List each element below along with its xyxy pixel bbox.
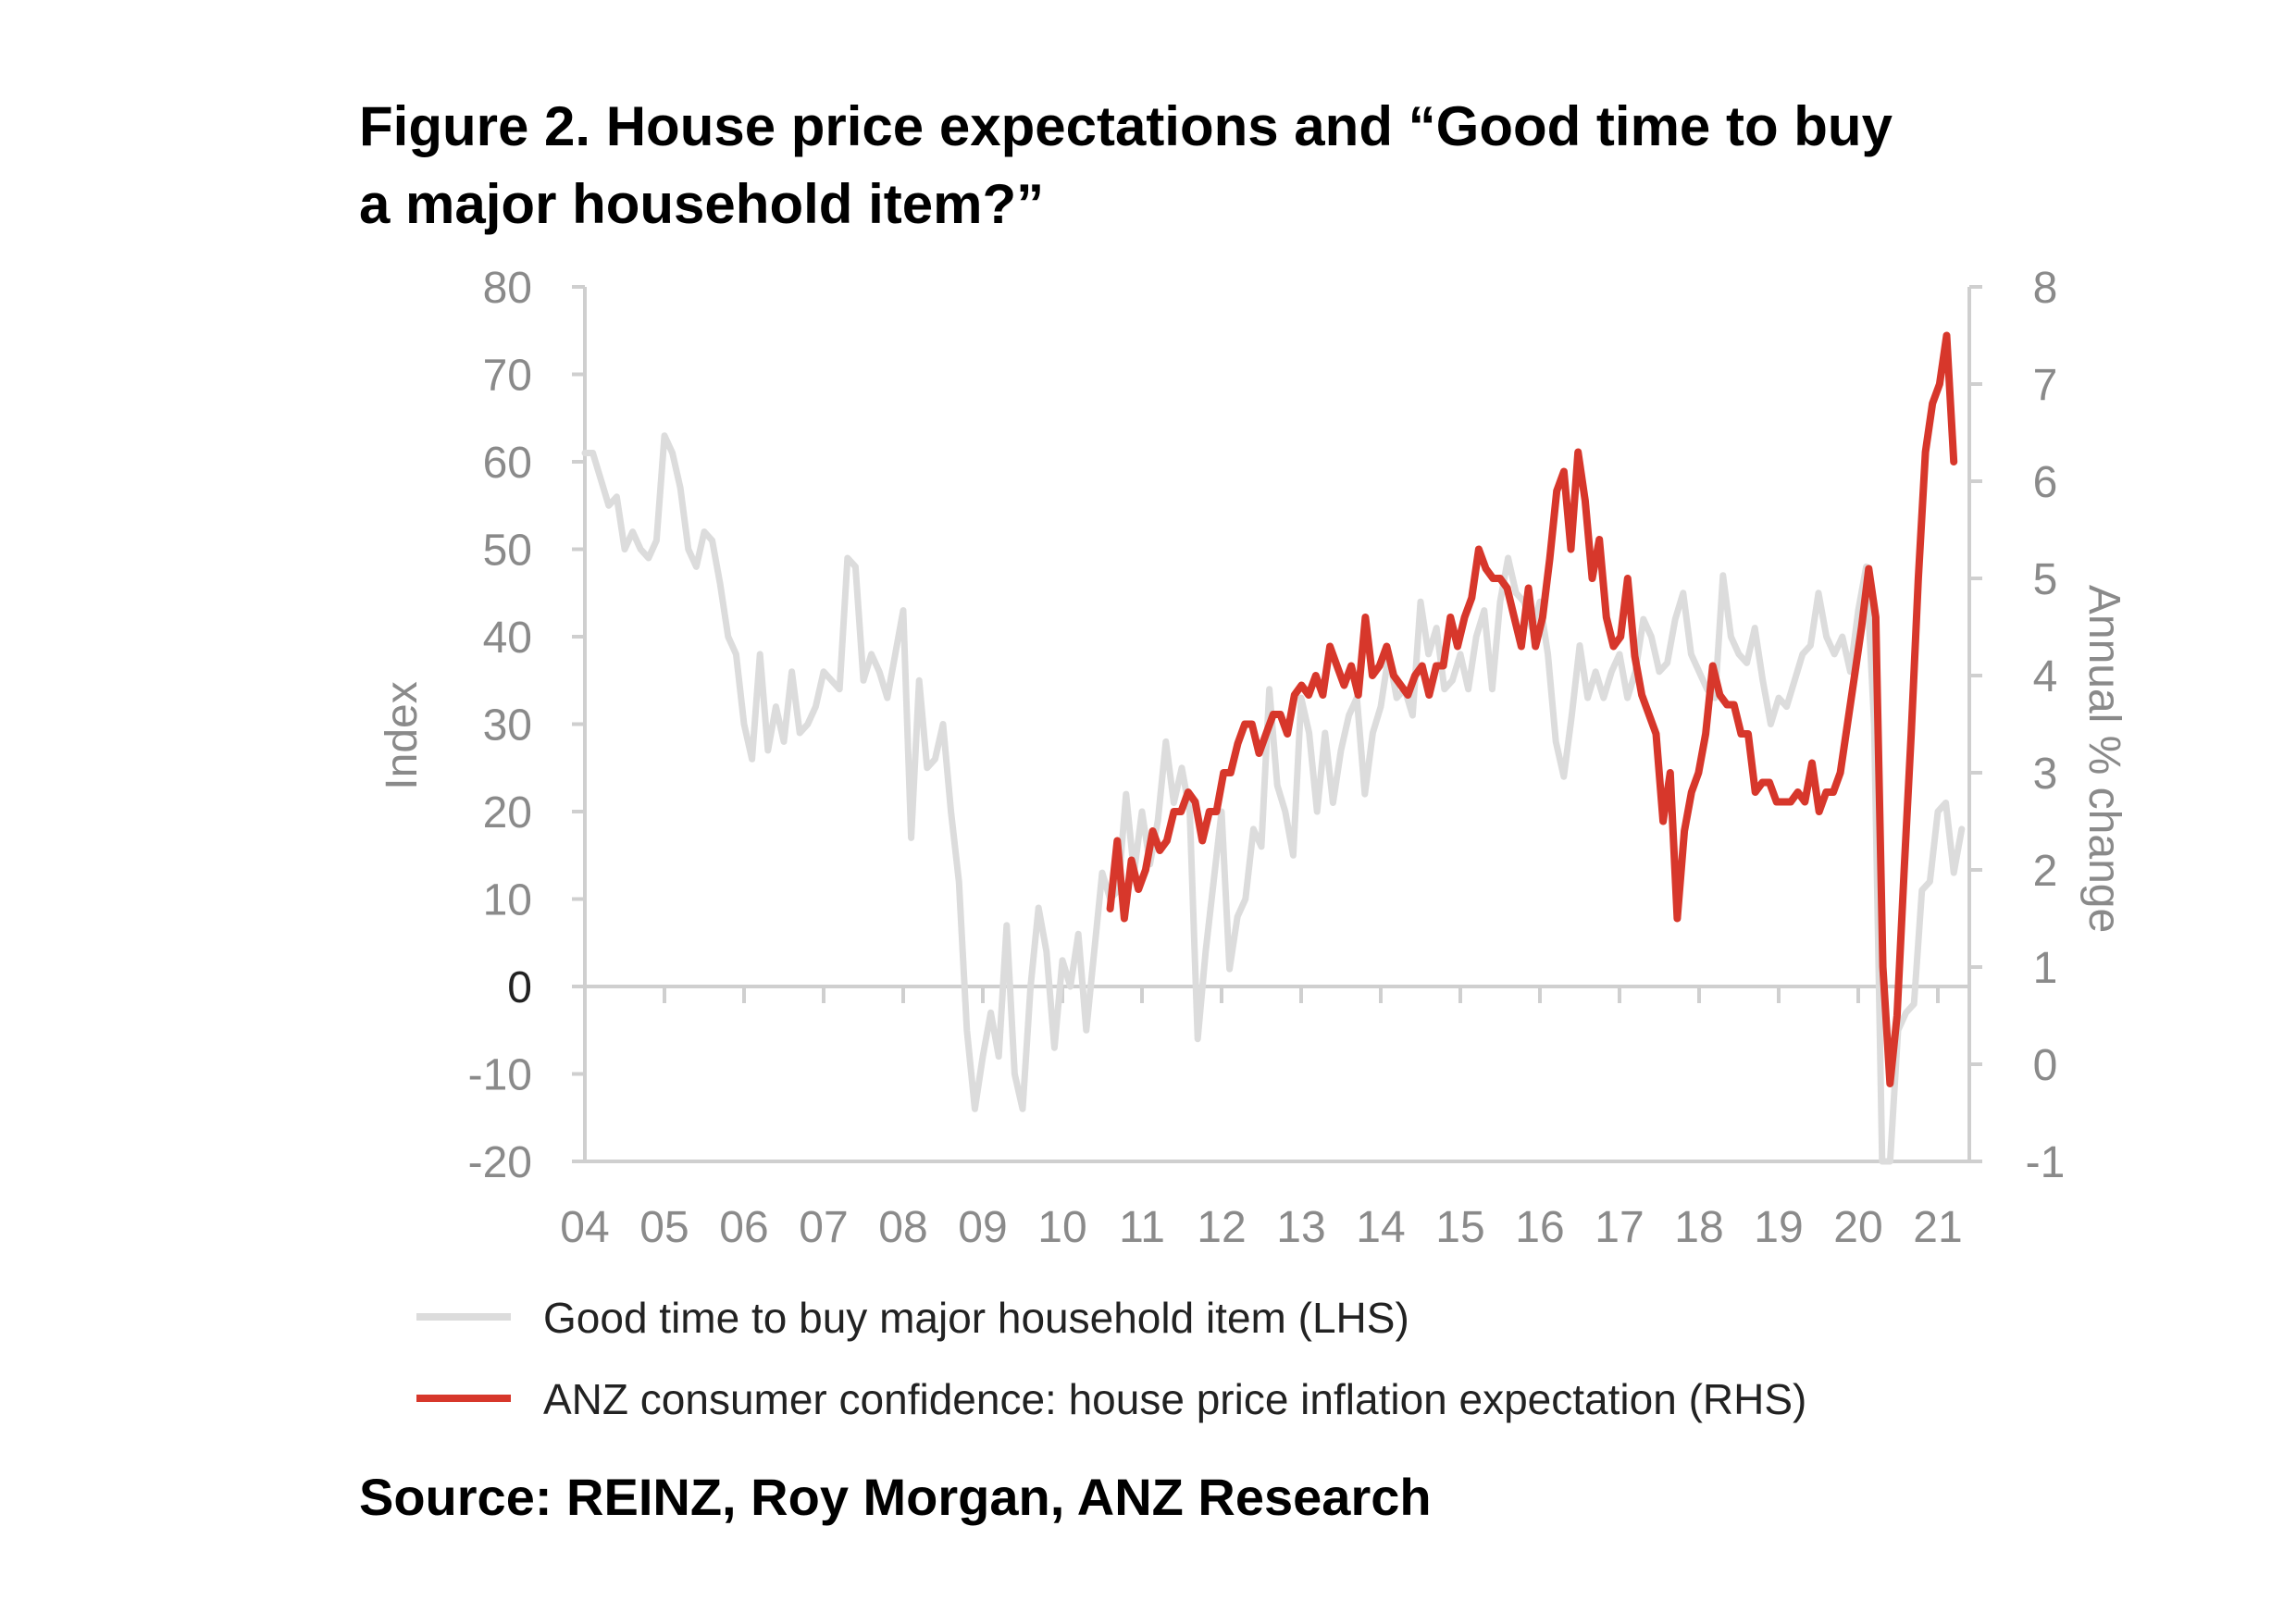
right-tick-label: 0 — [2033, 1041, 2058, 1090]
right-tick-label: 5 — [2033, 555, 2058, 604]
left-tick-label: 10 — [483, 876, 532, 925]
right-tick-label: -1 — [2026, 1138, 2066, 1187]
source-note: Source: REINZ, Roy Morgan, ANZ Research — [359, 1468, 1432, 1526]
series-line-house-price-expectation — [1106, 331, 1958, 1087]
x-tick-label: 17 — [1595, 1203, 1644, 1252]
x-tick-label: 16 — [1515, 1203, 1564, 1252]
right-tick-label: 4 — [2033, 652, 2058, 701]
legend-label-lhs: Good time to buy major household item (L… — [543, 1294, 1409, 1342]
x-tick-label: 08 — [878, 1203, 927, 1252]
x-tick-label: 21 — [1913, 1203, 1962, 1252]
x-tick-label: 09 — [958, 1203, 1007, 1252]
x-tick-label: 07 — [799, 1203, 848, 1252]
right-tick-label: 7 — [2033, 361, 2058, 410]
legend: Good time to buy major household item (L… — [416, 1294, 1806, 1423]
right-tick-label: 1 — [2033, 944, 2058, 993]
series-layer — [581, 331, 1966, 1165]
left-tick-label: 30 — [483, 701, 532, 751]
x-tick-label: 10 — [1037, 1203, 1086, 1252]
left-tick-label: 0 — [507, 963, 532, 1012]
x-tick-label: 15 — [1435, 1203, 1484, 1252]
left-tick-label: 60 — [483, 439, 532, 488]
right-tick-label: 6 — [2033, 458, 2058, 507]
right-axis-title: Annual % change — [2079, 585, 2128, 933]
legend-label-rhs: ANZ consumer confidence: house price inf… — [543, 1375, 1806, 1423]
left-tick-label: 70 — [483, 352, 532, 401]
right-tick-label: 3 — [2033, 750, 2058, 799]
left-axis-title: Index — [378, 681, 427, 789]
x-tick-label: 06 — [719, 1203, 768, 1252]
x-tick-label: 13 — [1276, 1203, 1325, 1252]
x-tick-label: 04 — [560, 1203, 609, 1252]
right-tick-label: 8 — [2033, 264, 2058, 313]
left-tick-label: 20 — [483, 788, 532, 838]
right-tick-label: 2 — [2033, 847, 2058, 896]
x-tick-label: 11 — [1119, 1203, 1165, 1252]
x-tick-label: 20 — [1833, 1203, 1882, 1252]
x-tick-label: 05 — [639, 1203, 689, 1252]
chart-title: Figure 2. House price expectations and “… — [359, 95, 1893, 235]
series-line-good-time-to-buy — [581, 432, 1966, 1165]
x-tick-label: 18 — [1674, 1203, 1723, 1252]
x-tick-label: 19 — [1754, 1203, 1803, 1252]
x-tick-label: 14 — [1356, 1203, 1405, 1252]
left-tick-label: 50 — [483, 527, 532, 576]
left-tick-label: -10 — [468, 1051, 532, 1100]
left-tick-label: 40 — [483, 614, 532, 663]
left-tick-label: -20 — [468, 1138, 532, 1187]
left-tick-label: 80 — [483, 264, 532, 313]
x-tick-label: 12 — [1197, 1203, 1246, 1252]
